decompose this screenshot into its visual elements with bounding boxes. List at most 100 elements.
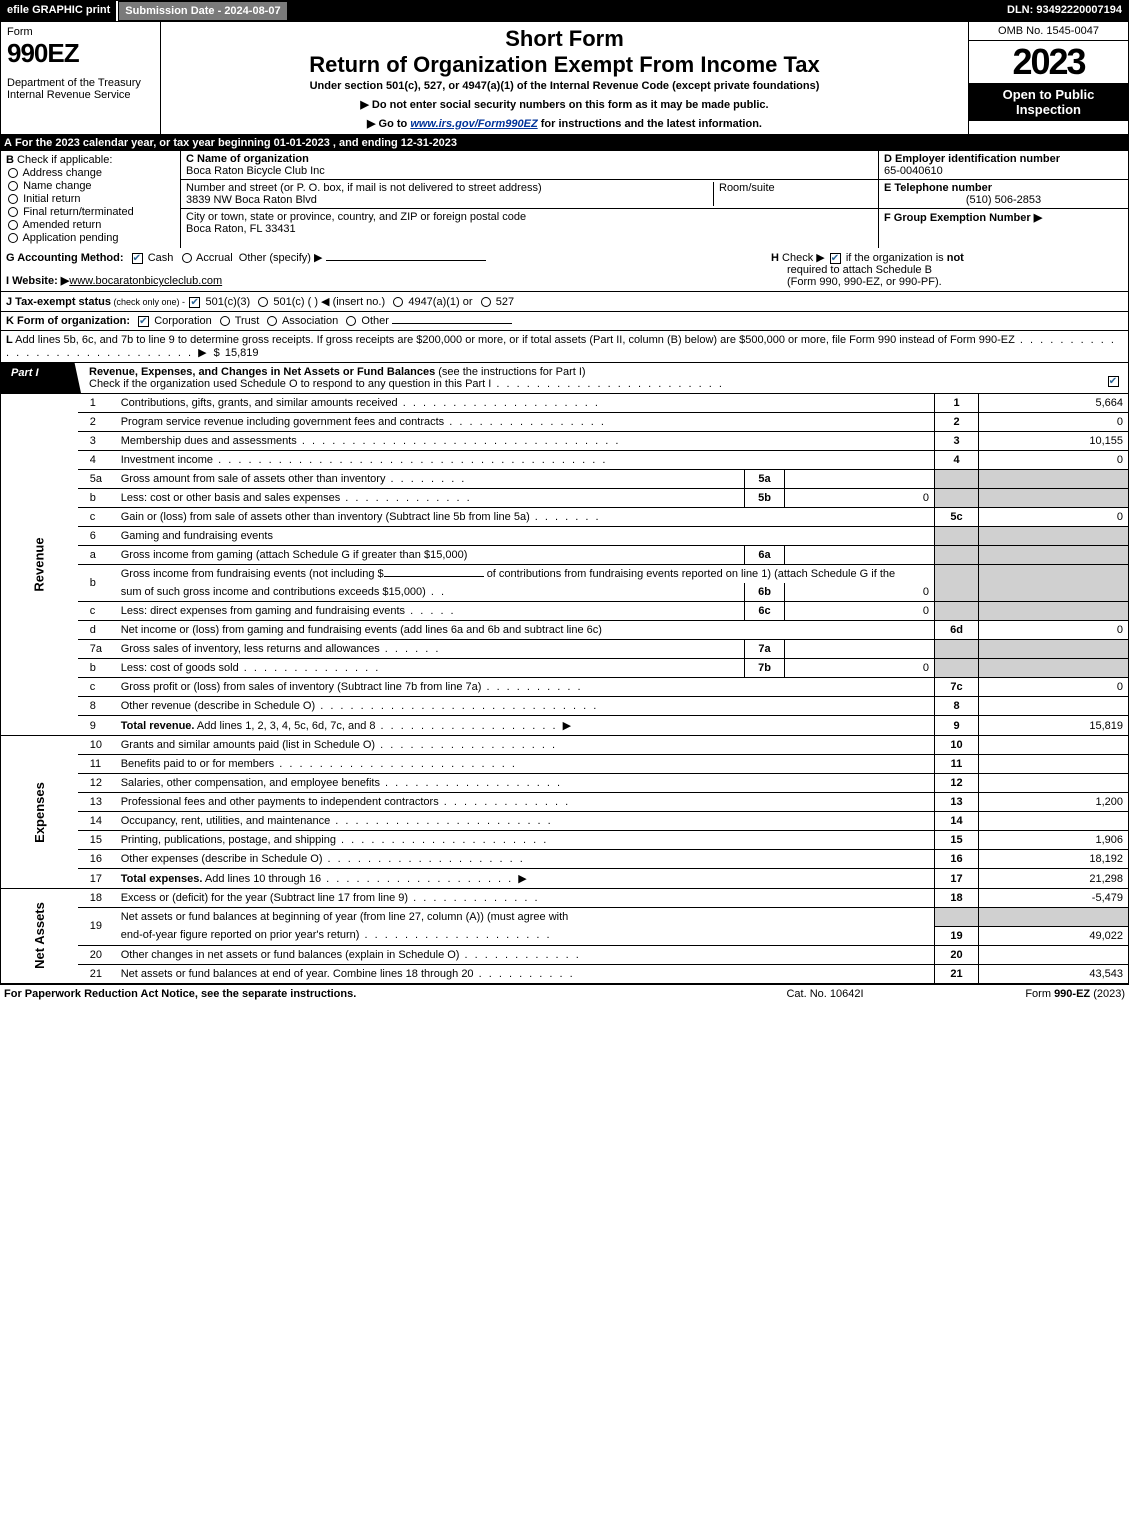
line-18-val: -5,479	[979, 889, 1129, 908]
k-label: K Form of organization:	[6, 315, 130, 327]
cb-trust[interactable]	[220, 316, 230, 326]
b-letter: B	[6, 154, 14, 166]
website-row: I Website: ▶www.bocaratonbicycleclub.com	[6, 274, 763, 287]
form-header: Form 990EZ Department of the Treasury In…	[0, 22, 1129, 135]
cb-final-return[interactable]: Final return/terminated	[6, 206, 175, 218]
line-2-val: 0	[979, 413, 1129, 432]
open-inspection: Open to Public Inspection	[969, 83, 1128, 121]
header-right: OMB No. 1545-0047 2023 Open to Public In…	[968, 22, 1128, 134]
phone-val: (510) 506-2853	[884, 194, 1123, 206]
footer-left: For Paperwork Reduction Act Notice, see …	[4, 988, 725, 1000]
cb-4947[interactable]	[393, 297, 403, 307]
cb-schedule-b[interactable]	[830, 253, 841, 264]
page-footer: For Paperwork Reduction Act Notice, see …	[0, 984, 1129, 1003]
subtitle-2: ▶ Do not enter social security numbers o…	[169, 98, 960, 111]
cb-address-change[interactable]: Address change	[6, 167, 175, 179]
efile-label[interactable]: efile GRAPHIC print	[1, 1, 118, 21]
irs-label: Internal Revenue Service	[7, 89, 154, 101]
cb-other[interactable]	[346, 316, 356, 326]
sub3-pre: ▶ Go to	[367, 118, 410, 130]
subtitle-1: Under section 501(c), 527, or 4947(a)(1)…	[169, 80, 960, 92]
website-val[interactable]: www.bocaratonbicycleclub.com	[69, 275, 222, 287]
block-bcdef: B Check if applicable: Address change Na…	[0, 151, 1129, 248]
ein-row: D Employer identification number 65-0040…	[879, 151, 1128, 180]
line-20-val	[979, 945, 1129, 964]
ein-val: 65-0040610	[884, 165, 943, 177]
h-letter: H	[771, 252, 779, 264]
section-b: B Check if applicable: Address change Na…	[1, 151, 181, 248]
header-center: Short Form Return of Organization Exempt…	[161, 22, 968, 134]
line-4-val: 0	[979, 451, 1129, 470]
l-letter: L	[6, 334, 13, 346]
f-label: F Group Exemption Number ▶	[884, 212, 1042, 224]
line-21-val: 43,543	[979, 964, 1129, 983]
cb-initial-return[interactable]: Initial return	[6, 193, 175, 205]
accounting-method: G Accounting Method: Cash Accrual Other …	[6, 251, 763, 288]
dln-label: DLN: 93492220007194	[1001, 1, 1128, 21]
revenue-side-label: Revenue	[1, 394, 78, 736]
cb-name-change[interactable]: Name change	[6, 180, 175, 192]
addr-label: Number and street (or P. O. box, if mail…	[186, 182, 542, 194]
j-label: J Tax-exempt status	[6, 296, 111, 308]
tax-year: 2023	[969, 41, 1128, 83]
top-bar: efile GRAPHIC print Submission Date - 20…	[0, 0, 1129, 22]
line-12-val	[979, 774, 1129, 793]
footer-center: Cat. No. 10642I	[725, 988, 925, 1000]
schedule-b-check: H Check ▶ if the organization is not req…	[763, 251, 1123, 288]
topbar-spacer	[288, 1, 1001, 21]
part-1-header: Part I Revenue, Expenses, and Changes in…	[0, 363, 1129, 394]
omb-number: OMB No. 1545-0047	[969, 22, 1128, 41]
line-a: A For the 2023 calendar year, or tax yea…	[0, 135, 1129, 151]
form-word: Form	[7, 26, 154, 38]
row-l: L Add lines 5b, 6c, and 7b to line 9 to …	[0, 331, 1129, 363]
line-13-val: 1,200	[979, 793, 1129, 812]
submission-date: Submission Date - 2024-08-07	[118, 1, 287, 21]
cb-501c[interactable]	[258, 297, 268, 307]
part-1-check[interactable]	[1098, 363, 1128, 393]
main-title: Return of Organization Exempt From Incom…	[169, 52, 960, 78]
cb-527[interactable]	[481, 297, 491, 307]
section-def: D Employer identification number 65-0040…	[878, 151, 1128, 248]
row-gh: G Accounting Method: Cash Accrual Other …	[0, 248, 1129, 292]
irs-link[interactable]: www.irs.gov/Form990EZ	[410, 118, 537, 130]
line-8-val	[979, 697, 1129, 716]
cb-corporation[interactable]	[138, 316, 149, 327]
line-17-val: 21,298	[979, 869, 1129, 889]
line-11-val	[979, 755, 1129, 774]
row-j: J Tax-exempt status (check only one) - 5…	[0, 292, 1129, 312]
expenses-side-label: Expenses	[1, 736, 78, 889]
section-c: C Name of organization Boca Raton Bicycl…	[181, 151, 878, 248]
line-a-text: For the 2023 calendar year, or tax year …	[12, 137, 457, 149]
header-left: Form 990EZ Department of the Treasury In…	[1, 22, 161, 134]
line-7c-val: 0	[979, 678, 1129, 697]
gross-receipts-val: 15,819	[222, 347, 259, 359]
cb-association[interactable]	[267, 316, 277, 326]
e-label: E Telephone number	[884, 182, 992, 194]
addr-row: Number and street (or P. O. box, if mail…	[181, 180, 878, 209]
subtitle-3: ▶ Go to www.irs.gov/Form990EZ for instru…	[169, 117, 960, 130]
city-row: City or town, state or province, country…	[181, 209, 878, 237]
cb-accrual[interactable]	[182, 253, 192, 263]
dept-label: Department of the Treasury	[7, 77, 154, 89]
sub3-post: for instructions and the latest informat…	[538, 118, 762, 130]
c-label: C Name of organization	[186, 153, 309, 165]
lines-table: Revenue 1 Contributions, gifts, grants, …	[0, 394, 1129, 984]
part-1-desc: Revenue, Expenses, and Changes in Net As…	[81, 363, 1098, 393]
cb-amended-return[interactable]: Amended return	[6, 219, 175, 231]
line-15-val: 1,906	[979, 831, 1129, 850]
g-label: G Accounting Method:	[6, 252, 124, 264]
line-16-val: 18,192	[979, 850, 1129, 869]
line-10-val	[979, 736, 1129, 755]
addr-val: 3839 NW Boca Raton Blvd	[186, 194, 317, 206]
line-1-val: 5,664	[979, 394, 1129, 413]
group-exemption-row: F Group Exemption Number ▶	[879, 209, 1128, 226]
footer-right: Form 990-EZ (2023)	[925, 988, 1125, 1000]
line-6d-val: 0	[979, 621, 1129, 640]
row-k: K Form of organization: Corporation Trus…	[0, 312, 1129, 331]
netassets-side-label: Net Assets	[1, 889, 78, 984]
line-a-letter: A	[4, 137, 12, 149]
city-val: Boca Raton, FL 33431	[186, 223, 296, 235]
cb-501c3[interactable]	[189, 297, 200, 308]
cb-cash[interactable]	[132, 253, 143, 264]
cb-application-pending[interactable]: Application pending	[6, 232, 175, 244]
